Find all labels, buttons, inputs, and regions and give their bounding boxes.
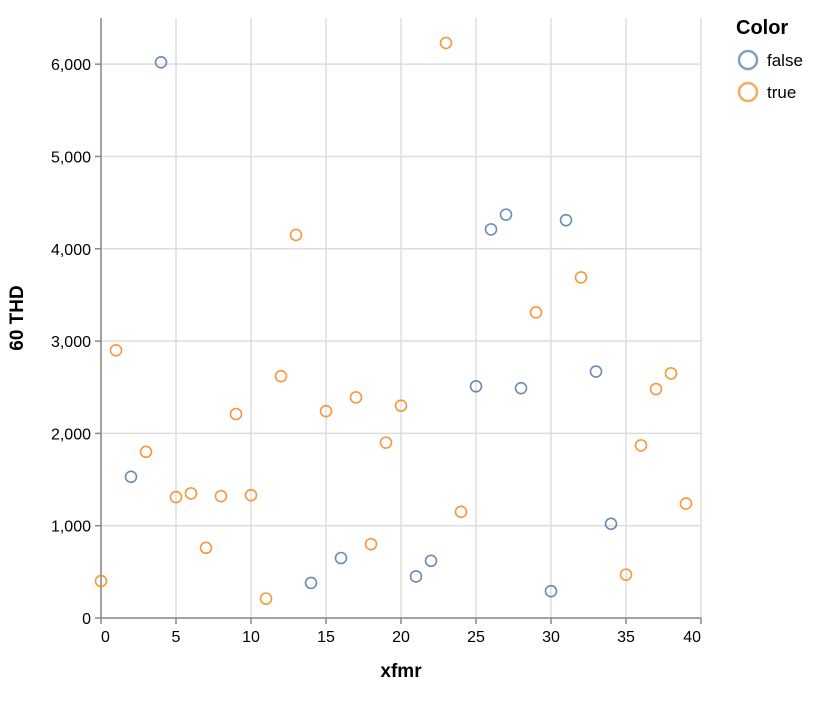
data-point-true <box>664 367 678 380</box>
x-axis-title: xfmr <box>380 661 422 682</box>
x-tick-label: 0 <box>101 629 110 646</box>
data-point-true <box>529 306 543 319</box>
data-point-true <box>349 391 363 404</box>
data-point-true <box>229 407 243 421</box>
data-point-false <box>589 365 603 378</box>
legend-label-true: true <box>767 83 796 102</box>
y-tick-label: 4,000 <box>51 242 91 259</box>
data-point-false <box>334 551 348 565</box>
data-point-true <box>439 36 453 50</box>
data-point-true <box>574 271 588 284</box>
x-tick-label: 15 <box>317 629 335 646</box>
data-point-false <box>484 223 498 236</box>
y-tick-label: 5,000 <box>51 149 91 166</box>
axes: 0 5 10 15 20 25 30 35 40 0 1,000 2,000 3,000 4,000 5,0… <box>51 18 702 646</box>
data-point-false <box>304 576 318 590</box>
data-point-true <box>274 369 288 383</box>
x-tick-label: 40 <box>683 629 701 646</box>
y-tick-label: 2,000 <box>51 426 91 443</box>
data-point-true <box>634 439 648 452</box>
data-point-true <box>244 488 258 502</box>
grid <box>100 18 702 619</box>
data-point-false <box>604 517 618 531</box>
x-tick-label: 20 <box>392 629 410 646</box>
legend-title: Color <box>736 17 788 39</box>
data-point-true <box>454 505 468 519</box>
x-tick-label: 35 <box>617 629 635 646</box>
x-tick-label: 30 <box>542 629 560 646</box>
legend-symbol-true <box>737 81 759 103</box>
data-point-false <box>559 213 573 227</box>
legend: Color false true <box>736 17 803 103</box>
legend-label-false: false <box>767 51 803 70</box>
data-point-false <box>424 554 438 568</box>
data-point-true <box>379 436 393 449</box>
y-tick-label: 6,000 <box>51 57 91 74</box>
data-point-false <box>499 208 513 221</box>
data-point-true <box>169 490 183 504</box>
data-points <box>94 36 693 605</box>
data-point-true <box>199 541 213 555</box>
data-point-true <box>619 568 633 581</box>
data-point-false <box>544 584 558 598</box>
y-tick-label: 3,000 <box>51 334 91 351</box>
y-tick-label: 1,000 <box>51 519 91 536</box>
data-point-true <box>214 489 228 503</box>
data-point-true <box>319 404 333 418</box>
data-point-true <box>94 574 108 588</box>
data-point-true <box>289 228 303 242</box>
y-axis-title: 60 THD <box>7 285 28 350</box>
data-point-true <box>139 445 153 459</box>
data-point-true <box>364 537 378 551</box>
x-tick-label: 25 <box>467 629 485 646</box>
y-tick-label: 0 <box>82 611 91 628</box>
data-point-false <box>154 56 168 69</box>
data-point-true <box>679 497 693 510</box>
data-point-true <box>394 399 408 412</box>
data-point-true <box>109 344 123 357</box>
x-tick-label: 10 <box>242 629 260 646</box>
legend-symbol-false <box>737 49 759 71</box>
data-point-false <box>409 570 423 583</box>
data-point-false <box>469 380 483 393</box>
data-point-true <box>259 592 273 605</box>
data-point-false <box>124 470 138 484</box>
data-point-true <box>184 487 198 500</box>
x-tick-label: 5 <box>172 629 181 646</box>
data-point-false <box>514 381 528 395</box>
data-point-true <box>649 382 663 396</box>
